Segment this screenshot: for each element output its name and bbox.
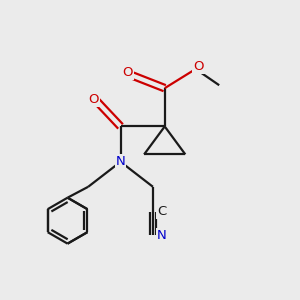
Text: C: C: [157, 205, 167, 218]
Text: O: O: [122, 66, 133, 79]
Text: O: O: [88, 93, 99, 106]
Text: N: N: [116, 155, 125, 168]
Text: N: N: [157, 229, 167, 242]
Text: O: O: [193, 60, 204, 73]
